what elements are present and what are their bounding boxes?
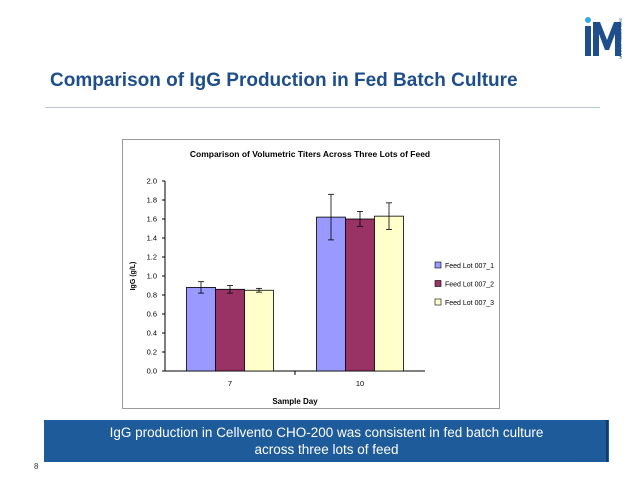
callout-accent-bar — [606, 420, 608, 462]
y-tick-label: 1.2 — [147, 253, 157, 262]
merck-logo-icon — [585, 17, 621, 56]
bar — [316, 216, 346, 372]
bar-chart: Comparison of Volumetric Titers Across T… — [130, 149, 494, 406]
y-tick-label: 0.8 — [147, 291, 157, 300]
bar — [186, 286, 216, 372]
y-tick-label: 0.4 — [147, 329, 157, 338]
y-axis-label: IgG (g/L) — [130, 262, 137, 291]
y-tick-label: 0.2 — [147, 348, 157, 357]
bar — [374, 215, 404, 372]
y-tick-label: 1.8 — [147, 196, 157, 205]
chart-title: Comparison of Volumetric Titers Across T… — [190, 149, 430, 159]
callout-line-1: IgG production in Cellvento CHO-200 was … — [109, 425, 544, 440]
legend-swatch — [434, 261, 442, 269]
x-tick-label: 10 — [356, 379, 364, 388]
legend-label: Feed Lot 007_1 — [445, 263, 494, 270]
y-tick-label: 1.4 — [147, 234, 157, 243]
x-axis-label: Sample Day — [272, 397, 318, 406]
title-divider — [45, 107, 600, 108]
callout-line-2: across three lots of feed — [254, 442, 399, 457]
bar — [215, 288, 245, 372]
legend-swatch — [434, 280, 442, 287]
y-tick-label: 0.6 — [147, 310, 157, 319]
page-number: 8 — [34, 462, 39, 471]
summary-callout: IgG production in Cellvento CHO-200 was … — [44, 420, 609, 462]
y-tick-label: 2.0 — [147, 177, 157, 186]
legend-label: Feed Lot 007_2 — [445, 282, 494, 289]
y-tick-label: 0.0 — [147, 367, 157, 376]
y-tick-label: 1.0 — [147, 272, 157, 281]
x-tick-label: 7 — [228, 379, 232, 388]
logo-text: MERCK MILLIPORE — [618, 17, 623, 59]
chart-container: Comparison of Volumetric Titers Across T… — [122, 139, 500, 409]
chart-legend: Feed Lot 007_1 Feed Lot 007_2 Feed Lot 007… — [434, 261, 494, 307]
bar — [345, 218, 375, 372]
legend-label: Feed Lot 007_3 — [445, 300, 494, 307]
slide-title: Comparison of IgG Production in Fed Batc… — [50, 70, 518, 91]
y-tick-label: 1.6 — [147, 215, 157, 224]
legend-swatch — [434, 298, 442, 306]
bar — [244, 289, 274, 372]
